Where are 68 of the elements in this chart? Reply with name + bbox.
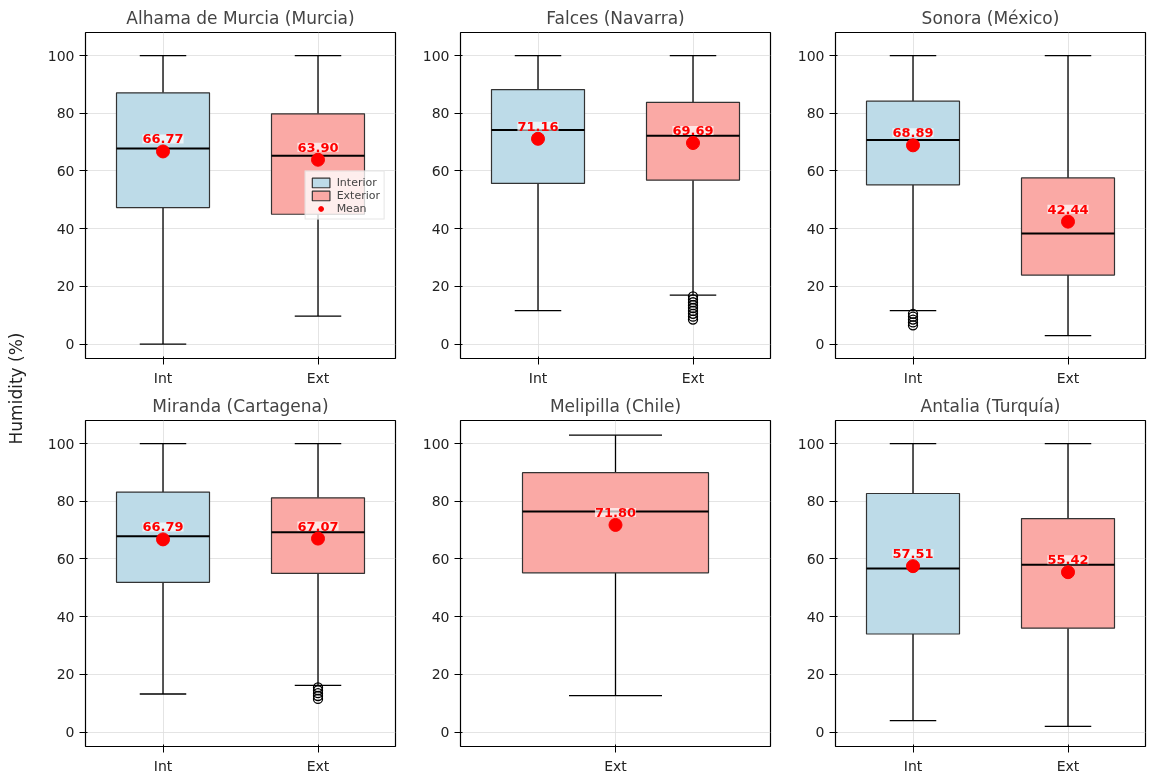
data-label: 66.79 [142,519,184,535]
chart-title: Miranda (Cartagena) [152,395,329,416]
data-label: 71.80 [594,504,637,520]
y-tick-label: 100 [422,47,450,64]
chart-title: Melipilla (Chile) [549,395,682,416]
data-label: 67.07 [297,518,339,534]
y-tick-label: 40 [806,608,825,625]
y-tick-label: 40 [806,220,825,237]
y-tick-label: 20 [56,278,75,295]
y-tick-label: 0 [815,724,825,741]
y-tick-label: 60 [431,550,450,567]
y-tick-label: 80 [56,493,75,510]
x-tick-label: Int [153,757,173,774]
x-tick-label: Int [528,369,548,386]
y-tick-label: 60 [56,550,75,567]
y-tick-label: 40 [431,608,450,625]
data-label: 57.51 [892,546,934,562]
y-tick-label: 0 [815,336,825,353]
y-tick-label: 20 [431,278,450,295]
x-tick-label: Ext [681,369,705,386]
y-tick-label: 80 [431,493,450,510]
x-tick-label: Ext [1056,369,1080,386]
x-tick-label: Ext [306,369,330,386]
y-tick-label: 60 [806,550,825,567]
y-tick-label: 80 [806,105,825,122]
legend-label: Exterior [336,188,380,202]
legend-label: Mean [336,201,367,215]
y-tick-label: 60 [806,162,825,179]
x-tick-label: Int [903,369,923,386]
y-tick-label: 40 [431,220,450,237]
y-tick-label: 20 [431,666,450,683]
y-axis-title: Humidity (%) [5,332,26,445]
y-tick-label: 0 [65,724,75,741]
y-tick-label: 0 [440,724,450,741]
x-tick-label: Ext [1056,757,1080,774]
y-tick-label: 100 [47,435,75,452]
chart-title: Falces (Navarra) [546,7,685,28]
x-tick-label: Ext [604,757,628,774]
y-tick-label: 20 [56,666,75,683]
y-tick-label: 60 [56,162,75,179]
x-tick-label: Ext [306,757,330,774]
y-tick-label: 100 [797,435,825,452]
y-tick-label: 60 [431,162,450,179]
chart-title: Antalia (Turquía) [920,395,1061,416]
legend-label: Interior [336,175,377,189]
y-tick-label: 80 [806,493,825,510]
x-tick-label: Int [153,369,173,386]
y-tick-label: 0 [65,336,75,353]
y-tick-label: 80 [431,105,450,122]
data-label: 66.77 [142,131,184,147]
x-tick-label: Int [903,757,923,774]
data-label: 42.44 [1047,201,1089,217]
y-tick-label: 100 [47,47,75,64]
y-tick-label: 100 [422,435,450,452]
data-label: 69.69 [672,123,714,139]
data-label: 71.16 [517,118,559,134]
chart-title: Sonora (México) [921,7,1060,28]
data-label: 55.42 [1047,552,1089,568]
y-tick-label: 0 [440,336,450,353]
y-tick-label: 20 [806,278,825,295]
data-label: 68.89 [892,125,934,141]
y-tick-label: 100 [797,47,825,64]
chart-title: Alhama de Murcia (Murcia) [126,7,355,28]
y-tick-label: 80 [56,105,75,122]
y-tick-label: 40 [56,220,75,237]
data-label: 63.90 [297,139,339,155]
y-tick-label: 40 [56,608,75,625]
y-tick-label: 20 [806,666,825,683]
